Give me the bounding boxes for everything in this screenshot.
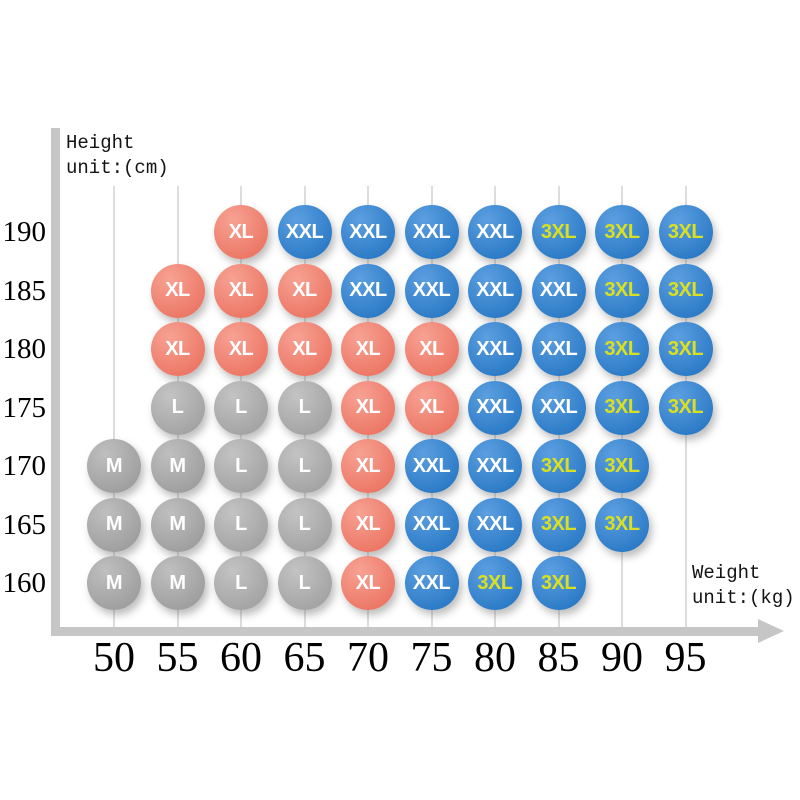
size-bubble-l-h175-w65: L	[277, 380, 332, 435]
size-bubble-xl-h185-w65: XL	[277, 263, 332, 318]
size-bubble-l-h175-w60: L	[214, 380, 268, 435]
size-bubble-3xl-h185-w90: 3XL	[595, 263, 649, 318]
size-bubble-xxl-h180-w80: XXL	[468, 322, 522, 376]
size-bubble-m-h160-w55: M	[150, 556, 205, 610]
y-axis-line	[51, 128, 60, 636]
grid-line-w50	[113, 186, 115, 627]
y-tick-label-185: 185	[2, 274, 47, 307]
size-bubble-m-h170-w50: M	[87, 439, 141, 493]
size-bubble-xxl-h185-w85: XXL	[531, 263, 586, 318]
x-tick-label-90: 90	[601, 635, 643, 681]
size-bubble-3xl-h190-w85: 3XL	[531, 205, 586, 259]
size-bubble-xxl-h185-w75: XXL	[404, 263, 459, 318]
size-bubble-m-h160-w50: M	[87, 556, 141, 610]
size-bubble-xxl-h160-w75: XXL	[404, 556, 459, 610]
x-axis-title-line2: unit:(kg)	[692, 586, 795, 609]
size-bubble-xl-h190-w60: XL	[214, 205, 268, 259]
x-tick-label-70: 70	[347, 635, 389, 681]
size-bubble-3xl-h160-w80: 3XL	[468, 556, 522, 610]
size-bubble-l-h170-w65: L	[277, 439, 332, 493]
size-bubble-l-h165-w60: L	[214, 497, 268, 552]
x-tick-label-75: 75	[410, 635, 453, 681]
size-bubble-3xl-h180-w95: 3XL	[658, 322, 713, 376]
size-bubble-3xl-h170-w90: 3XL	[595, 439, 649, 493]
size-bubble-3xl-h175-w95: 3XL	[658, 380, 713, 435]
size-bubble-xl-h180-w70: XL	[341, 322, 395, 376]
size-bubble-l-h170-w60: L	[214, 439, 268, 493]
x-axis-line	[51, 627, 761, 636]
size-bubble-3xl-h170-w85: 3XL	[531, 439, 586, 493]
size-bubble-3xl-h180-w90: 3XL	[595, 322, 649, 376]
x-axis-arrow-icon	[758, 619, 784, 643]
size-bubble-xl-h180-w65: XL	[277, 322, 332, 376]
y-axis-title-line1: Height	[66, 132, 135, 154]
x-tick-label-50: 50	[93, 635, 135, 681]
size-bubble-xl-h175-w75: XL	[404, 380, 459, 435]
x-tick-label-80: 80	[474, 635, 516, 681]
x-tick-label-55: 55	[156, 635, 199, 681]
size-bubble-xxl-h175-w80: XXL	[468, 380, 522, 435]
y-axis-title: Height unit:(cm)	[66, 131, 169, 180]
size-bubble-xxl-h190-w75: XXL	[404, 205, 459, 259]
y-tick-label-190: 190	[2, 216, 47, 248]
x-axis-title-line1: Weight	[692, 562, 761, 584]
x-tick-label-65: 65	[283, 635, 326, 681]
size-bubble-xl-h160-w70: XL	[341, 556, 395, 610]
size-bubble-3xl-h175-w90: 3XL	[595, 380, 649, 435]
x-tick-label-95: 95	[664, 635, 707, 681]
size-bubble-3xl-h190-w90: 3XL	[595, 205, 649, 259]
size-bubble-xxl-h175-w85: XXL	[531, 380, 586, 435]
size-bubble-xxl-h165-w80: XXL	[468, 497, 522, 552]
y-tick-label-160: 160	[2, 567, 47, 599]
size-bubble-m-h170-w55: M	[150, 439, 205, 493]
size-bubble-l-h175-w55: L	[150, 380, 205, 435]
size-bubble-xxl-h190-w70: XXL	[341, 205, 395, 259]
size-bubble-xxl-h185-w80: XXL	[468, 263, 522, 318]
x-axis-title: Weight unit:(kg)	[692, 561, 795, 610]
size-bubble-3xl-h165-w85: 3XL	[531, 497, 586, 552]
size-bubble-l-h160-w65: L	[277, 556, 332, 610]
y-axis-title-line2: unit:(cm)	[66, 156, 169, 179]
size-bubble-xxl-h180-w85: XXL	[531, 322, 586, 376]
size-bubble-xxl-h190-w80: XXL	[468, 205, 522, 259]
size-bubble-xl-h185-w60: XL	[214, 263, 268, 318]
size-bubble-xl-h180-w60: XL	[214, 322, 268, 376]
size-bubble-3xl-h160-w85: 3XL	[531, 556, 586, 610]
size-bubble-l-h165-w65: L	[277, 497, 332, 552]
size-bubble-xxl-h185-w70: XXL	[341, 263, 395, 318]
size-bubble-m-h165-w50: M	[87, 497, 141, 552]
size-bubble-xl-h185-w55: XL	[150, 263, 205, 318]
size-bubble-l-h160-w60: L	[214, 556, 268, 610]
size-bubble-xl-h165-w70: XL	[341, 497, 395, 552]
x-tick-label-85: 85	[537, 635, 580, 681]
size-bubble-xl-h175-w70: XL	[341, 380, 395, 435]
size-bubble-xl-h180-w75: XL	[404, 322, 459, 376]
y-tick-label-165: 165	[2, 508, 47, 541]
size-bubble-3xl-h165-w90: 3XL	[595, 497, 649, 552]
size-bubble-3xl-h185-w95: 3XL	[658, 263, 713, 318]
x-tick-label-60: 60	[220, 635, 262, 681]
y-tick-label-175: 175	[2, 391, 47, 424]
size-bubble-xl-h170-w70: XL	[341, 439, 395, 493]
size-bubble-3xl-h190-w95: 3XL	[658, 205, 713, 259]
y-tick-label-180: 180	[2, 333, 47, 365]
size-bubble-m-h165-w55: M	[150, 497, 205, 552]
size-bubble-xxl-h190-w65: XXL	[277, 205, 332, 259]
size-bubble-xl-h180-w55: XL	[150, 322, 205, 376]
size-bubble-xxl-h170-w75: XXL	[404, 439, 459, 493]
y-tick-label-170: 170	[2, 450, 47, 482]
size-bubble-xxl-h165-w75: XXL	[404, 497, 459, 552]
size-bubble-xxl-h170-w80: XXL	[468, 439, 522, 493]
